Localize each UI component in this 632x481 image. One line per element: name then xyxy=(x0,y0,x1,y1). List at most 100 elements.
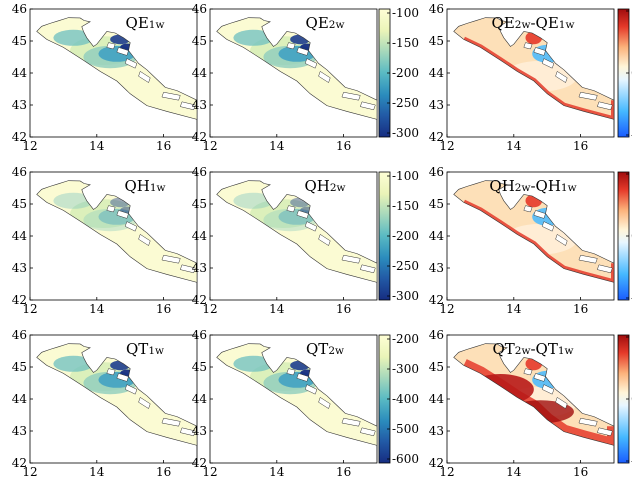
x-tick-label: 12 xyxy=(202,302,217,316)
island xyxy=(523,368,533,376)
y-tick-label: 42 xyxy=(429,456,444,470)
y-tick-label: 45 xyxy=(12,34,27,48)
panel-0-1: 12 14 16 42 43 44 45 46 QE2w xyxy=(192,2,378,153)
x-tick-label: 14 xyxy=(89,302,105,316)
colorbar-label: -250 xyxy=(392,259,419,273)
panel-title: QT2w-QT1w xyxy=(492,340,573,358)
colorbar-label: -100 xyxy=(392,169,419,183)
y-tick-label: 43 xyxy=(12,424,27,438)
island xyxy=(523,42,533,50)
x-tick-label: 12 xyxy=(202,139,217,153)
y-tick-label: 45 xyxy=(12,197,27,211)
panel-1-1: 12 14 16 42 43 44 45 46 QH2w xyxy=(192,165,378,316)
island xyxy=(296,47,309,56)
island xyxy=(555,397,568,409)
panel-title: QH2w xyxy=(304,177,345,195)
island xyxy=(596,264,613,274)
y-tick-label: 44 xyxy=(12,229,28,243)
colorbar-div-row1: 500-50 xyxy=(617,167,632,305)
island xyxy=(124,384,138,395)
y-tick-label: 44 xyxy=(192,229,208,243)
colorbar-seq-row2: -200 -300 -400 -500 -600 xyxy=(378,332,419,466)
island xyxy=(161,417,181,427)
island xyxy=(106,368,116,376)
island xyxy=(106,205,116,213)
island xyxy=(555,234,568,246)
coastline xyxy=(36,343,198,446)
y-tick-label: 42 xyxy=(429,293,444,307)
coastline xyxy=(453,17,615,120)
y-tick-label: 46 xyxy=(429,2,444,16)
y-tick-label: 43 xyxy=(429,261,444,275)
y-tick-label: 43 xyxy=(192,261,207,275)
coastline xyxy=(216,17,378,120)
y-tick-label: 45 xyxy=(192,34,207,48)
panel-title: QH1w xyxy=(124,177,165,195)
x-tick-label: 12 xyxy=(22,139,37,153)
colorbar-label: -250 xyxy=(392,96,419,110)
y-tick-label: 42 xyxy=(192,456,207,470)
panel-title: QE1w xyxy=(126,14,165,32)
island xyxy=(296,210,309,219)
x-tick-label: 16 xyxy=(573,465,588,479)
panel-title: QE2w xyxy=(306,14,345,32)
y-tick-label: 42 xyxy=(192,130,207,144)
panel-0-0: 12 14 16 42 43 44 45 46 QE1w xyxy=(12,2,198,153)
x-tick-label: 16 xyxy=(156,302,171,316)
x-tick-label: 16 xyxy=(573,302,588,316)
island xyxy=(286,368,296,376)
panel-title: QT2w xyxy=(306,340,344,358)
panel-1-2: 12 14 16 42 43 44 45 46 QH2w-QH1w xyxy=(429,165,615,316)
coastline xyxy=(36,180,198,283)
coastline xyxy=(216,180,378,283)
y-tick-label: 46 xyxy=(192,165,207,179)
colorbar-label: -150 xyxy=(392,36,419,50)
y-tick-label: 42 xyxy=(429,130,444,144)
x-tick-label: 14 xyxy=(269,302,285,316)
colorbar-seq-row0: -100 -150 -200 -250 -300 xyxy=(378,6,419,140)
colorbar-label: -200 xyxy=(392,66,419,80)
x-tick-label: 12 xyxy=(439,465,454,479)
island xyxy=(541,58,555,69)
island xyxy=(179,427,196,437)
colorbar-label: -300 xyxy=(392,126,419,140)
y-tick-label: 44 xyxy=(429,229,445,243)
coastline xyxy=(453,343,615,446)
y-tick-label: 42 xyxy=(12,130,27,144)
island xyxy=(304,221,318,232)
coastline xyxy=(36,17,198,120)
island xyxy=(286,42,296,50)
x-tick-label: 16 xyxy=(573,139,588,153)
island xyxy=(578,254,598,264)
x-tick-label: 16 xyxy=(156,139,171,153)
x-tick-label: 12 xyxy=(22,465,37,479)
y-tick-label: 44 xyxy=(429,66,445,80)
y-tick-label: 43 xyxy=(429,424,444,438)
island xyxy=(359,427,376,437)
x-tick-label: 16 xyxy=(156,465,171,479)
island xyxy=(116,373,129,382)
panel-0-2: 12 14 16 42 43 44 45 46 QE2w-QE1w xyxy=(429,2,615,153)
coastline xyxy=(453,180,615,283)
y-tick-label: 43 xyxy=(429,98,444,112)
y-tick-label: 44 xyxy=(192,66,208,80)
y-tick-label: 46 xyxy=(192,328,207,342)
coastline xyxy=(216,343,378,446)
y-tick-label: 46 xyxy=(12,165,27,179)
y-tick-label: 44 xyxy=(12,392,28,406)
y-tick-label: 45 xyxy=(429,197,444,211)
island xyxy=(596,101,613,111)
colorbar-seq-row1: -100 -150 -200 -250 -300 xyxy=(378,169,419,303)
y-tick-label: 43 xyxy=(12,98,27,112)
y-tick-label: 42 xyxy=(12,456,27,470)
island xyxy=(124,221,138,232)
island xyxy=(106,42,116,50)
colorbar-label: -600 xyxy=(392,452,419,466)
island xyxy=(179,101,196,111)
island xyxy=(296,373,309,382)
island xyxy=(116,210,129,219)
x-tick-label: 16 xyxy=(336,465,351,479)
x-tick-label: 12 xyxy=(202,465,217,479)
y-tick-label: 46 xyxy=(12,2,27,16)
